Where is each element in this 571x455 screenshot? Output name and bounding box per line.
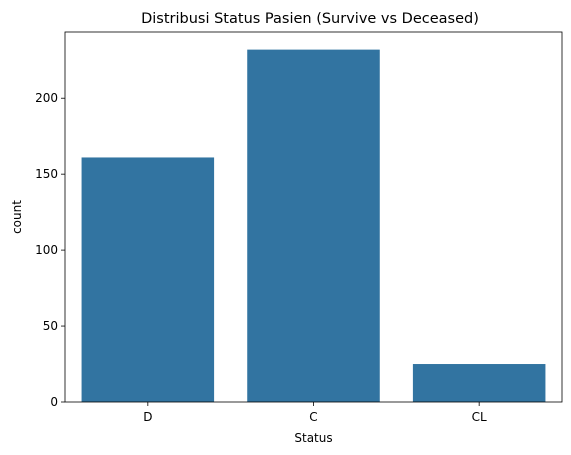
y-tick-label: 100 <box>35 243 58 257</box>
x-tick-label: D <box>143 410 152 424</box>
y-tick-label: 200 <box>35 91 58 105</box>
y-axis-label: count <box>10 200 24 234</box>
y-tick-label: 150 <box>35 167 58 181</box>
y-tick-label: 0 <box>50 395 58 409</box>
y-tick-label: 50 <box>43 319 58 333</box>
bar-D <box>81 157 215 402</box>
bar-CL <box>412 364 546 402</box>
x-tick-label: CL <box>472 410 487 424</box>
x-tick-label: C <box>309 410 317 424</box>
x-axis-label: Status <box>294 431 332 445</box>
chart-title: Distribusi Status Pasien (Survive vs Dec… <box>141 11 479 27</box>
plot-area: D C CL 0 50 100 150 200 <box>35 49 546 424</box>
plot-frame <box>64 31 563 403</box>
bar-C <box>247 49 380 402</box>
